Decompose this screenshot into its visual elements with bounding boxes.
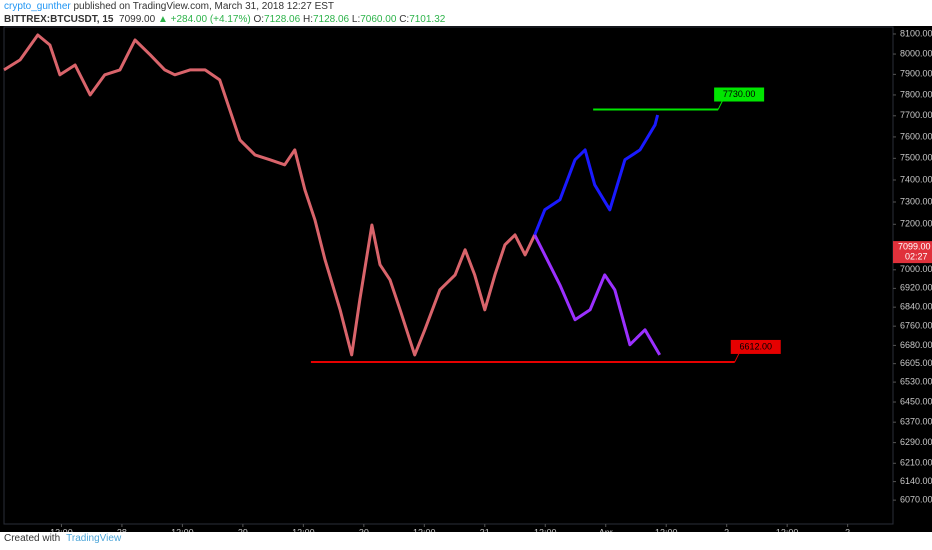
ohlc-key: H: [302, 14, 313, 25]
y-tick-label: 7300.00 [900, 196, 932, 206]
ohlc-value: 7060.00 [360, 14, 397, 25]
level-label-box [730, 339, 781, 354]
x-tick-label: 12:00 [776, 527, 799, 532]
y-tick-label: 6140.00 [900, 476, 932, 486]
y-tick-label: 6290.00 [900, 437, 932, 447]
created: Created with [4, 533, 61, 544]
last-price-countdown: 02:27 [905, 251, 928, 261]
x-tick-label: 3 [845, 527, 850, 532]
ohlc-key: C: [399, 14, 410, 25]
level-label-text: 7730.00 [723, 89, 756, 99]
level-label: 7730.00 [714, 87, 765, 110]
author[interactable]: crypto_gunther [4, 1, 71, 12]
level-label-text: 6612.00 [739, 341, 772, 351]
x-tick-label: 2 [724, 527, 729, 532]
level-label-box [714, 87, 765, 102]
y-tick-label: 8000.00 [900, 48, 932, 58]
symbol: BITTREX:BTCUSDT, 15 [4, 14, 114, 25]
y-tick-label: 7900.00 [900, 69, 932, 79]
y-tick-label: 6840.00 [900, 302, 932, 312]
price-line [533, 114, 660, 236]
y-tick-label: 6450.00 [900, 396, 932, 406]
x-tick-label: 12:00 [50, 527, 73, 532]
y-tick-label: 6070.00 [900, 495, 932, 505]
background [0, 26, 932, 532]
x-tick-label: 12:00 [292, 527, 315, 532]
chart: 8100.00 8000.00 7900.00 7800.00 7700.00 7600.… [0, 26, 932, 532]
ohlc-value: 7128.06 [312, 14, 350, 25]
last-price-label: 7099.00 [898, 241, 931, 251]
ohlc-key: O: [253, 14, 265, 25]
x-tick-label: 12:00 [534, 527, 557, 532]
y-tick-label: 7400.00 [900, 174, 932, 184]
plot-border [3, 26, 894, 525]
ohlc-value: 7101.32 [409, 14, 446, 25]
y-tick-label: 6210.00 [900, 458, 932, 468]
x-tick-label: 12:00 [655, 527, 678, 532]
published: published on TradingView.com, March 31, … [73, 1, 335, 12]
level-label: 6612.00 [730, 339, 781, 363]
x-tick-label: Apr [599, 527, 613, 532]
x-tick-label: 28 [117, 527, 127, 532]
x-tick-label: 30 [359, 527, 369, 532]
y-tick-label: 7200.00 [900, 219, 932, 229]
ohlc: O:7128.06 H:7128.06 L:7060.00 C:7101.32 [253, 14, 445, 25]
x-tick-label: 29 [238, 527, 248, 532]
brand[interactable]: TradingView [66, 533, 122, 544]
change: ▲ +284.00 (+4.17%) [157, 14, 251, 25]
price-line [533, 234, 661, 356]
x-tick-label: 31 [480, 527, 490, 532]
ohlc-value: 7128.06 [264, 14, 301, 25]
ohlc-key: L: [351, 14, 361, 25]
y-tick-label: 6760.00 [900, 321, 932, 331]
y-tick-label: 6370.00 [900, 417, 932, 427]
y-tick-label: 7500.00 [900, 153, 932, 163]
y-tick-label: 8100.00 [900, 28, 932, 38]
y-tick-label: 7800.00 [900, 89, 932, 99]
footer: Created with TradingView [4, 533, 121, 544]
x-tick-label: 12:00 [413, 527, 436, 532]
price: 7099.00 [119, 14, 156, 25]
y-tick-label: 6605.00 [900, 358, 932, 368]
y-tick-label: 6920.00 [900, 283, 932, 293]
y-tick-label: 6530.00 [900, 376, 932, 386]
last-price-box [893, 241, 932, 264]
price-line [3, 33, 537, 357]
y-tick-label: 6680.00 [900, 340, 932, 350]
y-tick-label: 7000.00 [900, 264, 932, 274]
x-tick-label: 12:00 [171, 527, 194, 532]
y-tick-label: 7600.00 [900, 131, 932, 141]
y-tick-label: 7700.00 [900, 110, 932, 120]
header: crypto_gunther published on TradingView.… [4, 0, 924, 26]
